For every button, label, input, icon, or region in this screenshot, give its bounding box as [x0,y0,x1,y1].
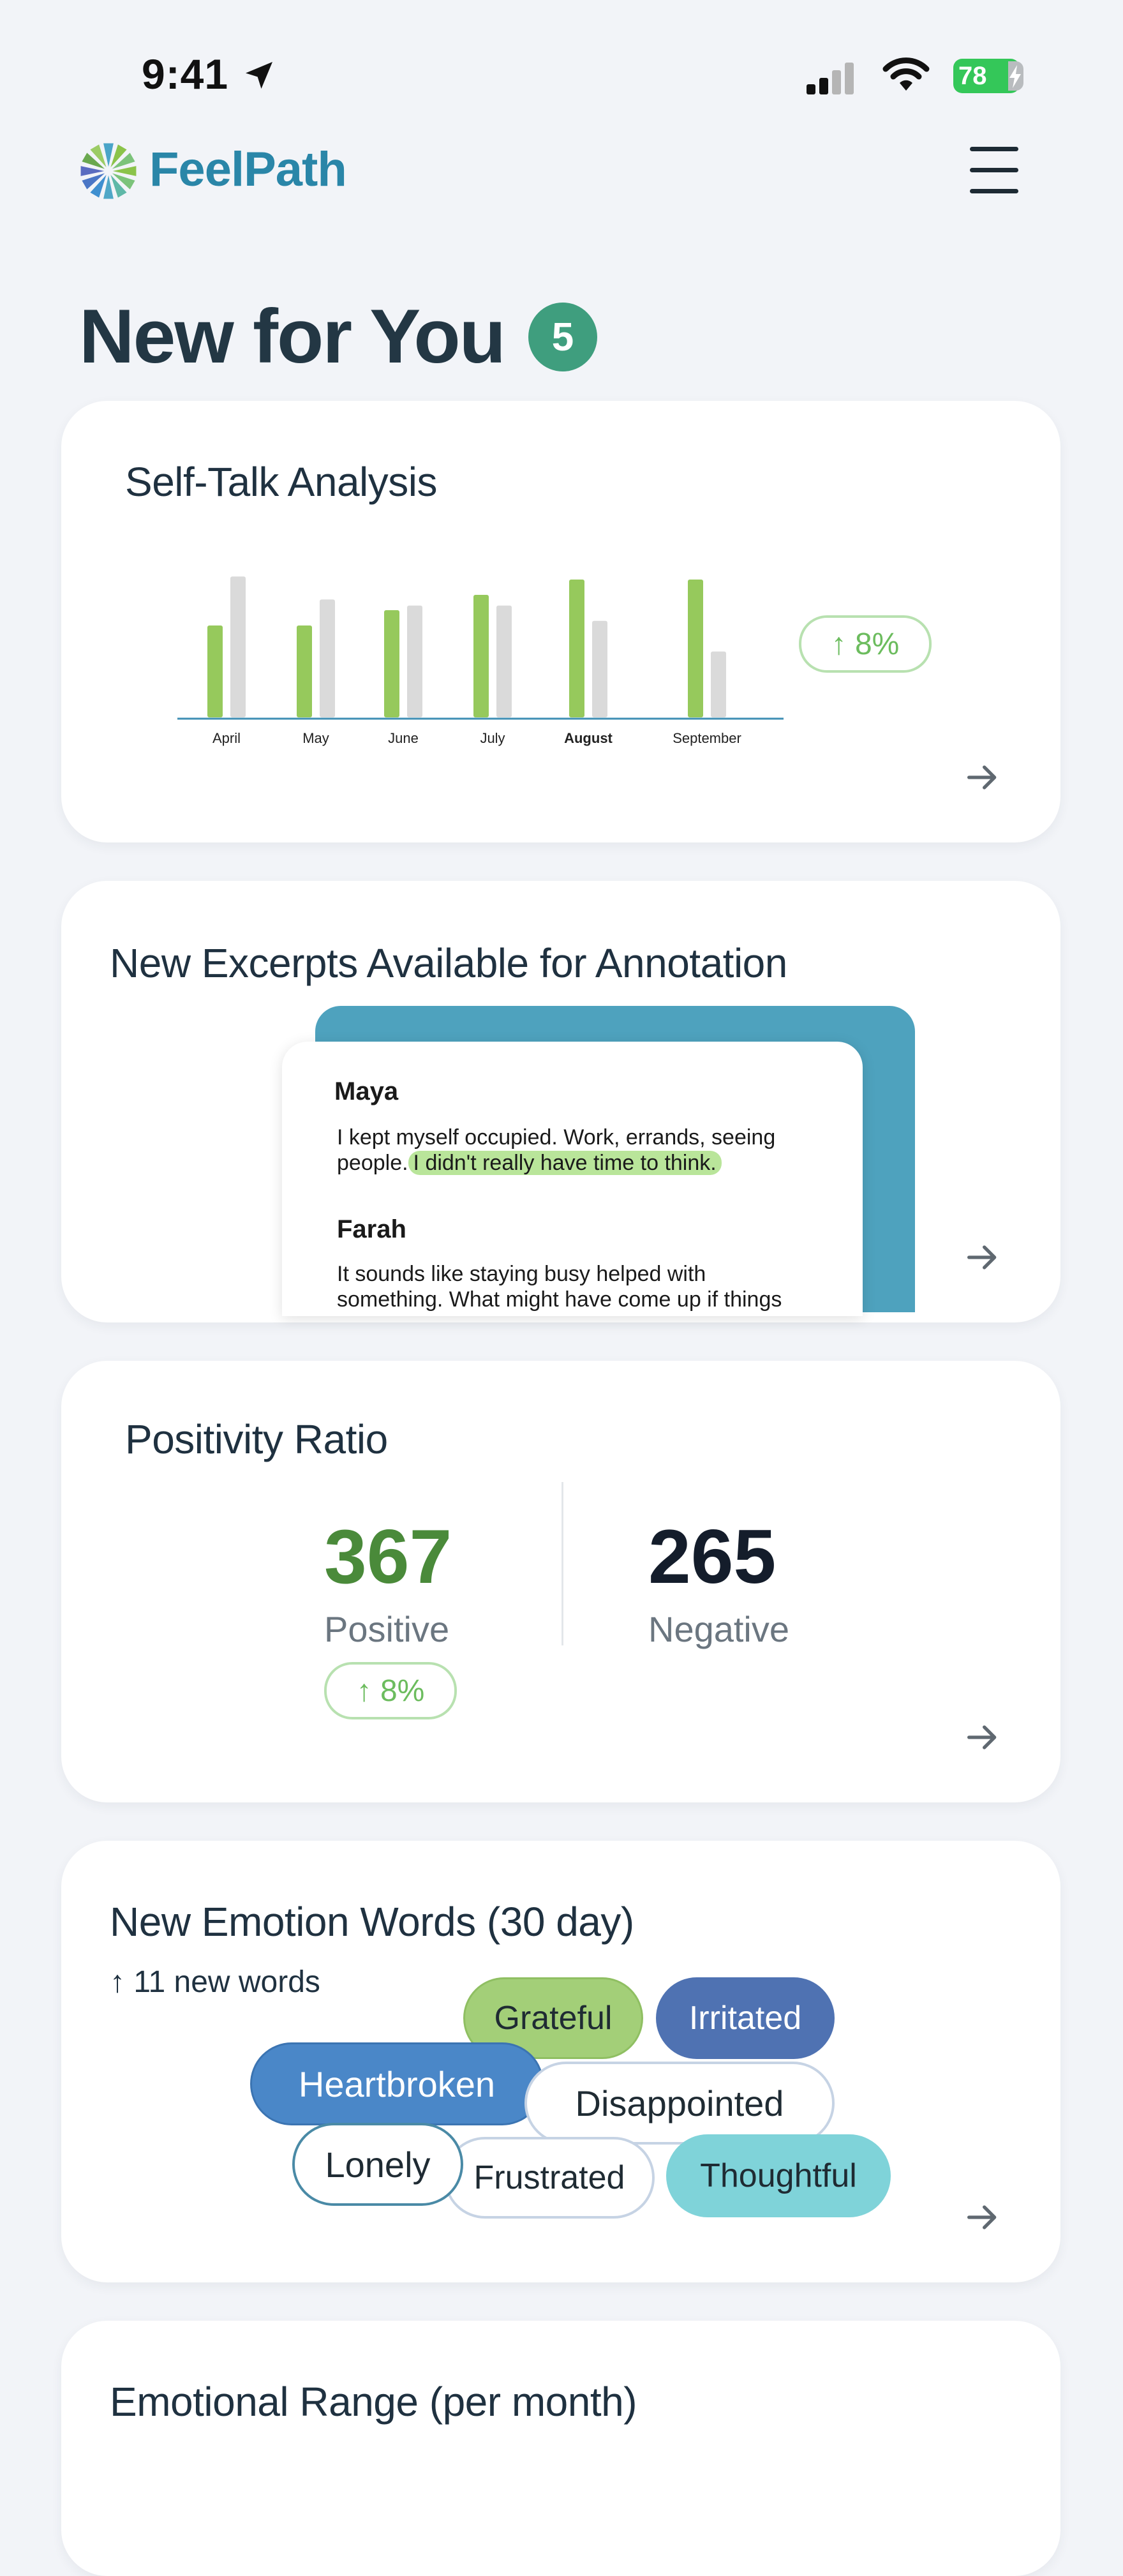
negative-label: Negative [648,1609,790,1649]
tick-label-may: May [302,730,329,746]
new-words-count: ↑ 11 new words [110,1965,320,1999]
page-title: New for You [79,294,506,379]
logo-spoke [82,153,105,169]
tick-label-july: July [480,730,505,746]
positivity-trend-badge: ↑ 8% [324,1662,457,1719]
logo-spoke [103,175,114,199]
positivity-title: Positivity Ratio [125,1416,388,1462]
self-talk-open-arrow-icon[interactable] [962,757,1003,798]
emotional-range-title: Emotional Range (per month) [110,2379,637,2425]
positivity-card[interactable] [61,1361,1060,1802]
excerpt-line: people. [337,1151,408,1175]
logo-spoke [110,144,127,168]
feelpath-logo-icon[interactable] [78,140,139,202]
brand-name[interactable]: FeelPath [149,142,347,197]
excerpt-line: something. What might have come up if th… [337,1287,782,1312]
bar-gray-june [407,605,422,717]
bar-green-july [473,595,489,717]
emotion-chip[interactable]: Thoughtful [666,2134,891,2217]
location-arrow-icon [246,62,272,89]
speaker-name: Farah [337,1215,406,1243]
emotion-chip[interactable]: Lonely [292,2123,463,2206]
excerpt-text: It sounds like staying busy helped with … [337,1261,847,1312]
emotion-chip[interactable]: Heartbroken [250,2042,544,2125]
hamburger-menu-button[interactable] [970,147,1018,193]
logo-spoke [110,174,127,198]
bar-gray-april [230,576,246,717]
self-talk-card[interactable] [61,401,1060,842]
self-talk-title: Self-Talk Analysis [125,459,437,505]
wifi-icon [882,57,930,91]
tick-label-august: August [564,730,613,746]
bar-green-june [384,610,399,717]
status-time: 9:41 [142,50,229,98]
emotion-chip[interactable]: Frustrated [444,2137,655,2219]
self-talk-bar-chart: April May June July August September [177,576,784,746]
tick-label-september: September [673,730,741,746]
negative-count: 265 [648,1514,777,1599]
self-talk-trend-badge: ↑ 8% [799,615,932,673]
logo-spoke [90,174,107,198]
logo-spoke [90,144,107,168]
emotion-words-open-arrow-icon[interactable] [962,2197,1003,2238]
positive-label: Positive [324,1609,450,1649]
bar-gray-may [320,599,335,717]
tick-label-june: June [388,730,419,746]
emotion-chip[interactable]: Disappointed [524,2062,835,2145]
bar-green-september [688,580,703,717]
excerpt-line: I kept myself occupied. Work, errands, s… [337,1125,776,1149]
positive-count: 367 [324,1514,452,1599]
bar-green-august [569,580,584,717]
excerpt-preview[interactable]: Maya I kept myself occupied. Work, erran… [282,1042,863,1316]
logo-spoke [103,143,114,167]
excerpts-open-arrow-icon[interactable] [962,1237,1003,1278]
bar-gray-august [592,620,607,717]
tick-label-april: April [212,730,241,746]
positivity-divider [562,1482,563,1645]
logo-spoke [82,173,105,190]
cellular-signal-icon [807,63,854,94]
logo-spoke [112,153,135,169]
excerpt-line: It sounds like staying busy helped with [337,1262,706,1286]
excerpt-text: I kept myself occupied. Work, errands, s… [337,1125,847,1176]
emotional-range-card[interactable] [61,2321,1060,2576]
logo-spoke [112,173,135,190]
menu-line [970,189,1018,193]
logo-spoke [80,166,105,176]
menu-line [970,147,1018,151]
bar-gray-september [711,651,726,717]
speaker-name: Maya [334,1077,399,1105]
emotion-words-title: New Emotion Words (30 day) [110,1899,634,1945]
excerpt-highlight[interactable]: I didn't really have time to think. [408,1151,722,1175]
bar-gray-july [496,605,512,717]
logo-spoke [112,166,137,176]
bar-green-april [207,625,223,717]
bar-green-may [297,625,312,717]
new-count-badge: 5 [528,303,597,371]
charging-bolt-icon [1009,65,1021,88]
positivity-open-arrow-icon[interactable] [962,1717,1003,1758]
menu-line [970,168,1018,172]
emotion-chip[interactable]: Irritated [656,1977,835,2059]
excerpts-title: New Excerpts Available for Annotation [110,940,787,986]
